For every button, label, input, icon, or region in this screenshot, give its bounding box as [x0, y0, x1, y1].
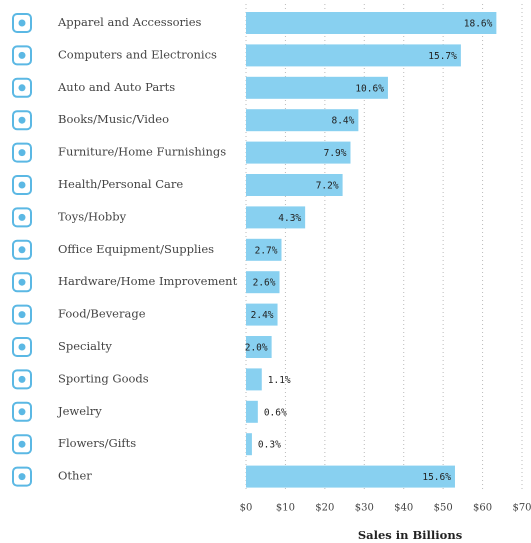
bar	[246, 238, 282, 261]
category-label: Sporting Goods	[58, 371, 149, 385]
category-label: Hardware/Home Improvement	[58, 274, 238, 288]
x-tick-label: $10	[276, 503, 295, 514]
icon	[12, 401, 32, 422]
icon-dot	[18, 473, 26, 481]
icon-dot	[18, 278, 26, 286]
icon	[12, 207, 32, 228]
icon	[12, 304, 32, 325]
category-label: Other	[58, 469, 92, 483]
icon-dot	[18, 84, 26, 92]
share-label: 15.7%	[428, 51, 457, 62]
bar	[246, 433, 252, 456]
icon-dot	[18, 149, 26, 157]
category-label: Books/Music/Video	[58, 112, 169, 126]
bar	[246, 174, 343, 196]
icon	[12, 369, 32, 390]
icon-dot	[18, 343, 26, 351]
bar	[246, 109, 359, 132]
share-label: 10.6%	[355, 83, 384, 94]
icon	[12, 13, 32, 33]
share-label: 0.6%	[264, 407, 287, 418]
share-label: 2.6%	[253, 278, 276, 289]
x-tick-label: $50	[434, 503, 453, 514]
icon-dot	[18, 51, 26, 59]
share-label: 7.9%	[324, 148, 347, 159]
bar	[246, 44, 461, 67]
bar	[246, 336, 272, 358]
icon	[12, 337, 32, 357]
share-label: 2.0%	[245, 343, 268, 354]
category-label: Jewelry	[57, 404, 102, 418]
icon	[12, 466, 32, 487]
share-label: 15.6%	[422, 472, 451, 483]
icon	[12, 239, 32, 260]
bar	[246, 368, 262, 391]
bar	[246, 465, 455, 488]
icon-dot	[18, 213, 26, 221]
icon	[12, 77, 32, 98]
icon-dot	[18, 181, 26, 189]
x-tick-label: $20	[315, 503, 334, 514]
icon	[12, 110, 32, 131]
bar	[246, 12, 497, 34]
icon-dot	[18, 19, 26, 27]
share-label: 2.4%	[251, 310, 274, 321]
x-tick-label: $60	[473, 503, 492, 514]
category-label: Office Equipment/Supplies	[58, 242, 214, 256]
icon	[12, 142, 32, 163]
icon	[12, 272, 32, 293]
bar	[246, 400, 258, 423]
share-label: 0.3%	[258, 440, 281, 451]
bar	[246, 206, 306, 229]
icon-dot	[18, 408, 26, 416]
icon-dot	[18, 311, 26, 319]
x-tick-label: $40	[394, 503, 413, 514]
share-label: 2.7%	[255, 245, 278, 256]
category-label: Health/Personal Care	[58, 177, 183, 191]
icon-dot	[18, 246, 26, 254]
icon	[12, 175, 32, 195]
x-axis-title: Sales in Billions	[358, 528, 462, 542]
bar	[246, 141, 351, 164]
icon-dot	[18, 375, 26, 383]
category-label: Flowers/Gifts	[58, 436, 136, 450]
category-label: Computers and Electronics	[58, 47, 217, 61]
bar	[246, 76, 388, 99]
x-tick-label: $0	[240, 503, 253, 514]
share-label: 18.6%	[464, 19, 493, 30]
bar	[246, 271, 280, 294]
icon-dot	[18, 116, 26, 124]
category-label: Auto and Auto Parts	[57, 80, 175, 94]
share-label: 8.4%	[331, 116, 354, 127]
share-label: 7.2%	[316, 181, 339, 192]
category-label: Apparel and Accessories	[57, 15, 202, 29]
share-label: 1.1%	[268, 375, 291, 386]
category-label: Toys/Hobby	[58, 209, 127, 223]
category-label: Specialty	[58, 339, 112, 353]
share-label: 4.3%	[278, 213, 301, 224]
icon	[12, 45, 32, 66]
icon	[12, 434, 32, 455]
category-label: Furniture/Home Furnishings	[58, 145, 226, 159]
x-tick-label: $30	[355, 503, 374, 514]
category-label: Food/Beverage	[58, 307, 146, 321]
x-tick-label: $70	[512, 503, 531, 514]
bar	[246, 303, 278, 326]
icon-dot	[18, 440, 26, 448]
